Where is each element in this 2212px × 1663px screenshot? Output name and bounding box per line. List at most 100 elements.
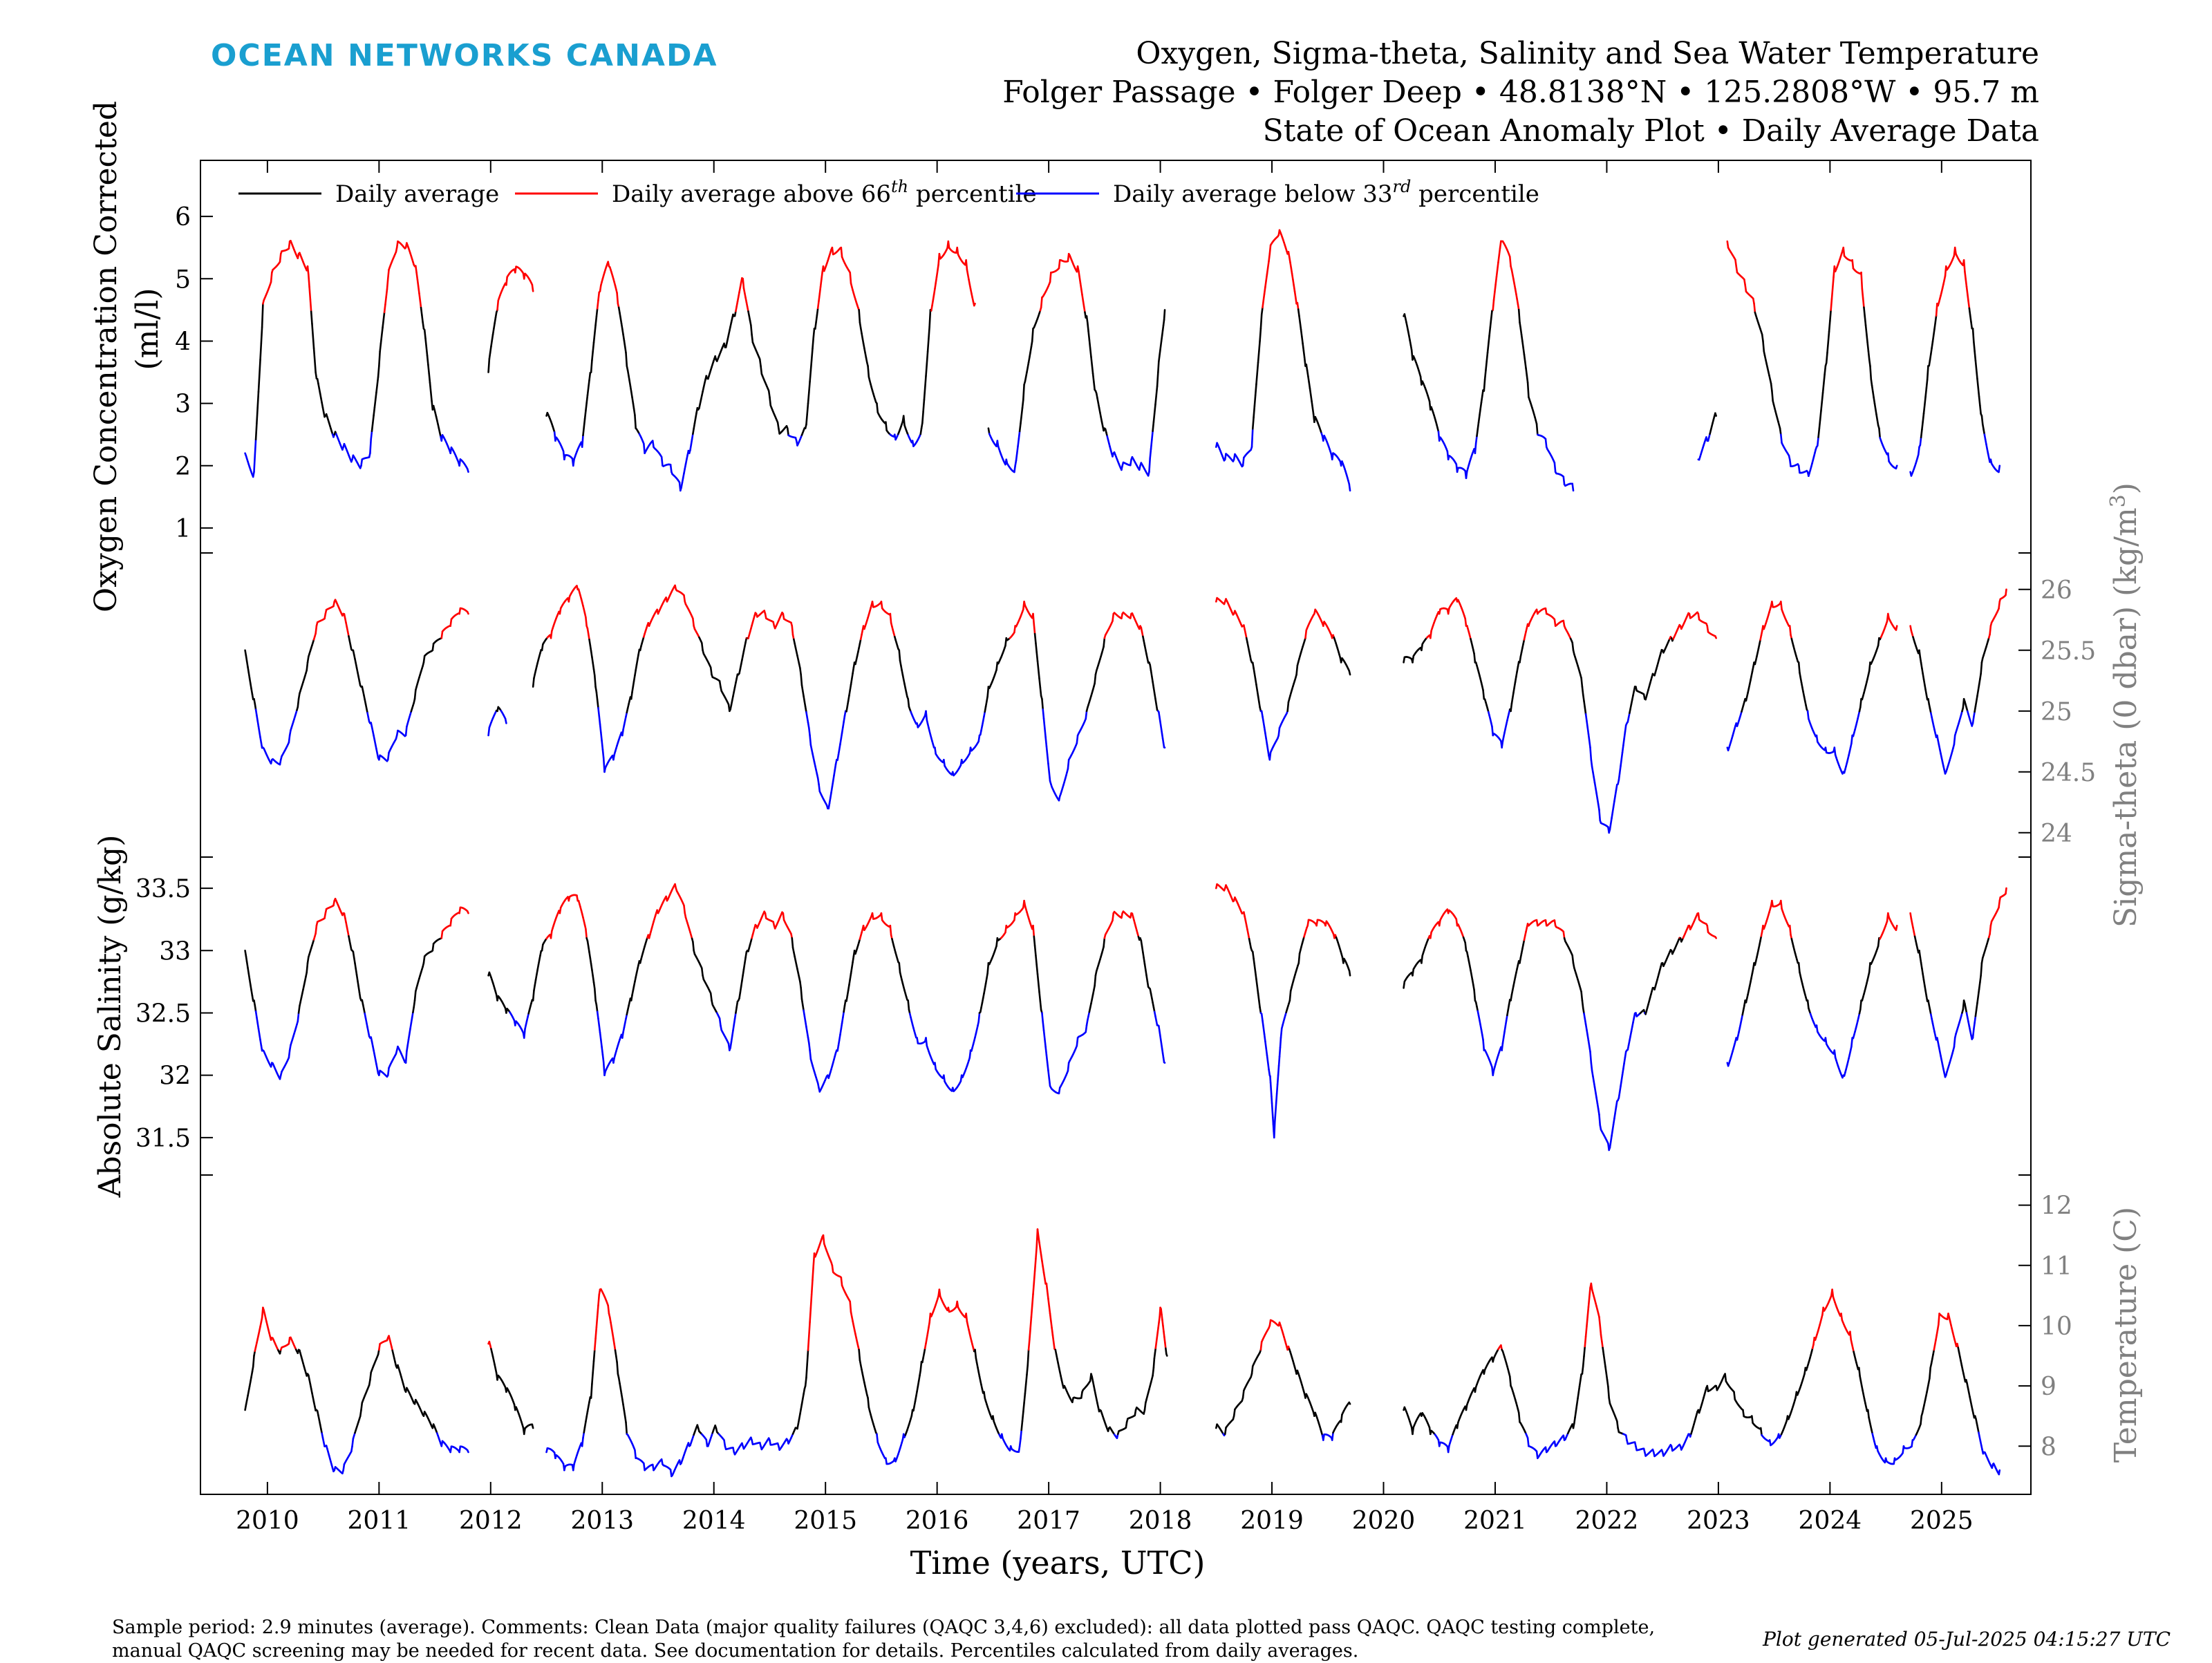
series-1-segment — [1619, 773, 1620, 780]
series-0-segment — [374, 408, 375, 415]
series-0-segment — [1158, 361, 1159, 372]
series-1-segment — [597, 700, 598, 708]
series-0-segment — [957, 247, 958, 254]
series-1-segment — [1038, 670, 1039, 679]
series-2-segment — [1077, 1038, 1078, 1046]
series-0-segment — [1050, 272, 1051, 282]
series-0-segment — [1896, 466, 1897, 469]
series-2-segment — [908, 1000, 909, 1009]
series-0-segment — [1865, 317, 1866, 326]
series-1-segment — [1582, 687, 1583, 695]
series-2-segment — [801, 988, 802, 999]
series-2-segment — [1049, 1078, 1050, 1086]
series-0-segment — [377, 377, 378, 384]
series-0-segment — [937, 265, 938, 271]
series-0-segment — [1020, 416, 1021, 424]
series-0-segment — [384, 305, 385, 312]
series-0-segment — [1164, 310, 1165, 319]
series-2-segment — [1599, 1114, 1600, 1125]
series-2-segment — [810, 1051, 811, 1060]
series-0-segment — [386, 290, 387, 297]
series-0-segment — [1264, 288, 1265, 294]
series-0-segment — [261, 327, 262, 344]
series-0-segment — [370, 439, 371, 453]
series-1-segment — [1585, 708, 1586, 714]
series-0-segment — [1932, 342, 1933, 348]
series-2-segment — [1270, 1076, 1271, 1083]
series-0-segment — [1258, 352, 1259, 363]
series-1-segment — [1049, 773, 1050, 781]
series-0-segment — [819, 294, 820, 301]
series-0-segment — [1300, 323, 1301, 330]
series-1-segment — [1511, 704, 1512, 711]
series-0-segment — [372, 423, 373, 431]
series-2-segment — [792, 938, 793, 948]
series-0-segment — [1270, 245, 1271, 254]
series-2-segment — [1255, 973, 1256, 979]
series-1 — [245, 585, 2007, 833]
series-0-segment — [1019, 431, 1020, 439]
series-0-segment — [426, 339, 427, 347]
series-2-segment — [602, 1047, 603, 1055]
series-0-segment — [497, 301, 498, 310]
series-0-segment — [1826, 353, 1827, 363]
series-0-segment — [850, 272, 851, 283]
series-1-segment — [585, 617, 586, 626]
series-1-segment — [1620, 760, 1621, 767]
plot-border — [200, 160, 2031, 1494]
series-0-segment — [1153, 422, 1154, 431]
series-0-segment — [598, 292, 599, 301]
series-0-segment — [1827, 342, 1828, 353]
series-1-segment — [594, 675, 595, 686]
series-0-segment — [924, 388, 925, 400]
series-0-segment — [1979, 397, 1980, 406]
series-0-segment — [1308, 376, 1309, 382]
series-0-segment — [1252, 429, 1253, 447]
series-0-segment — [1920, 438, 1921, 445]
series-0-segment — [591, 360, 592, 372]
series-2-segment — [1095, 975, 1096, 986]
series-0-segment — [1955, 247, 1956, 254]
series-2-segment — [1258, 993, 1259, 1000]
series-1-segment — [551, 631, 552, 638]
series-0-segment — [1862, 289, 1863, 298]
series-1-segment — [1981, 662, 1982, 673]
series-0-segment — [1499, 248, 1500, 255]
series-2-segment — [298, 1013, 299, 1021]
series-0-segment — [255, 440, 256, 455]
series-2-segment — [1037, 965, 1038, 974]
series-1-segment — [1589, 741, 1590, 748]
series-0-segment — [430, 383, 431, 392]
series-0-segment — [1487, 353, 1488, 361]
series-1-segment — [599, 716, 600, 724]
series-1-segment — [533, 678, 534, 686]
series-2-segment — [783, 913, 784, 920]
series-2-segment — [1262, 1021, 1263, 1028]
series-1-segment — [1044, 728, 1045, 737]
series-0-segment — [1973, 328, 1974, 341]
series-1-segment — [1305, 630, 1306, 638]
series-0-segment — [1817, 437, 1818, 445]
series-0-segment — [925, 376, 926, 388]
series-0-segment — [1923, 413, 1924, 422]
series-0-segment — [420, 301, 421, 308]
series-1-segment — [1040, 687, 1041, 695]
series-2-segment — [1275, 1103, 1276, 1113]
series-0-segment — [1023, 385, 1024, 400]
series-0-segment — [1831, 299, 1832, 310]
series-2-segment — [970, 1051, 971, 1058]
series-1-segment — [792, 626, 793, 635]
series-0-segment — [1869, 359, 1870, 366]
series-0-segment — [1497, 262, 1498, 270]
series-2-segment — [1257, 986, 1258, 993]
series-0-segment — [1521, 335, 1522, 341]
series-1-segment — [881, 601, 882, 608]
series-0-segment — [596, 317, 597, 325]
series-0-segment — [385, 297, 386, 305]
series-0-segment — [1475, 443, 1476, 453]
series-0-segment — [424, 330, 425, 338]
series-1-segment — [810, 735, 811, 745]
series-2-segment — [1280, 1038, 1281, 1048]
series-1-segment — [600, 724, 601, 733]
